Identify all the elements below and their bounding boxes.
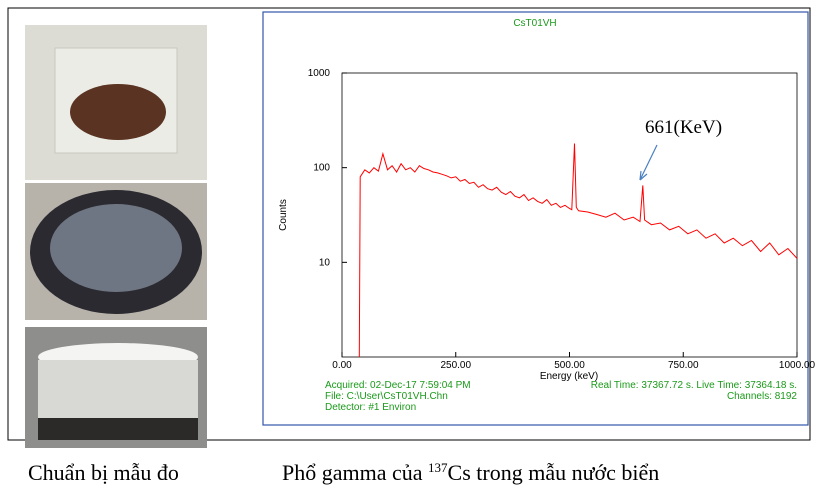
- caption-suffix: Cs trong mẫu nước biển: [448, 460, 660, 485]
- x-tick-label: 1000.00: [779, 360, 816, 371]
- y-tick-label: 100: [313, 163, 330, 174]
- plot-area: [341, 72, 798, 358]
- info-detector: Detector: #1 Environ: [325, 402, 416, 413]
- spectrum-line: [358, 143, 798, 358]
- chart-title: CsT01VH: [513, 18, 556, 29]
- caption-left: Chuẩn bị mẫu đo: [28, 460, 179, 485]
- info-channels: Channels: 8192: [727, 391, 797, 402]
- y-tick-label: 10: [319, 257, 331, 268]
- annotation-arrow: [639, 144, 658, 181]
- annotation-arrowhead: [639, 170, 648, 181]
- info-times: Real Time: 37367.72 s. Live Time: 37364.…: [591, 380, 797, 391]
- y-tick-label: 1000: [308, 68, 331, 79]
- y-axis-label: Counts: [278, 199, 289, 231]
- photo-jar-bottom: [38, 418, 198, 440]
- photo-sample: [70, 84, 166, 140]
- info-file: File: C:\User\CsT01VH.Chn: [325, 391, 448, 402]
- photo-ash: [50, 204, 182, 292]
- annotation: 661(KeV): [645, 117, 722, 138]
- photos: [25, 25, 207, 448]
- x-tick-label: 250.00: [440, 360, 471, 371]
- x-tick-label: 750.00: [668, 360, 699, 371]
- x-axis-label: Energy (keV): [540, 371, 598, 382]
- caption-sup: 137: [428, 460, 448, 475]
- info-acquired: Acquired: 02-Dec-17 7:59:04 PM: [325, 380, 471, 391]
- x-tick-label: 0.00: [332, 360, 352, 371]
- caption-right: Phổ gamma của 137Cs trong mẫu nước biển: [282, 460, 659, 485]
- caption-prefix: Phổ gamma của: [282, 460, 428, 485]
- x-tick-label: 500.00: [554, 360, 585, 371]
